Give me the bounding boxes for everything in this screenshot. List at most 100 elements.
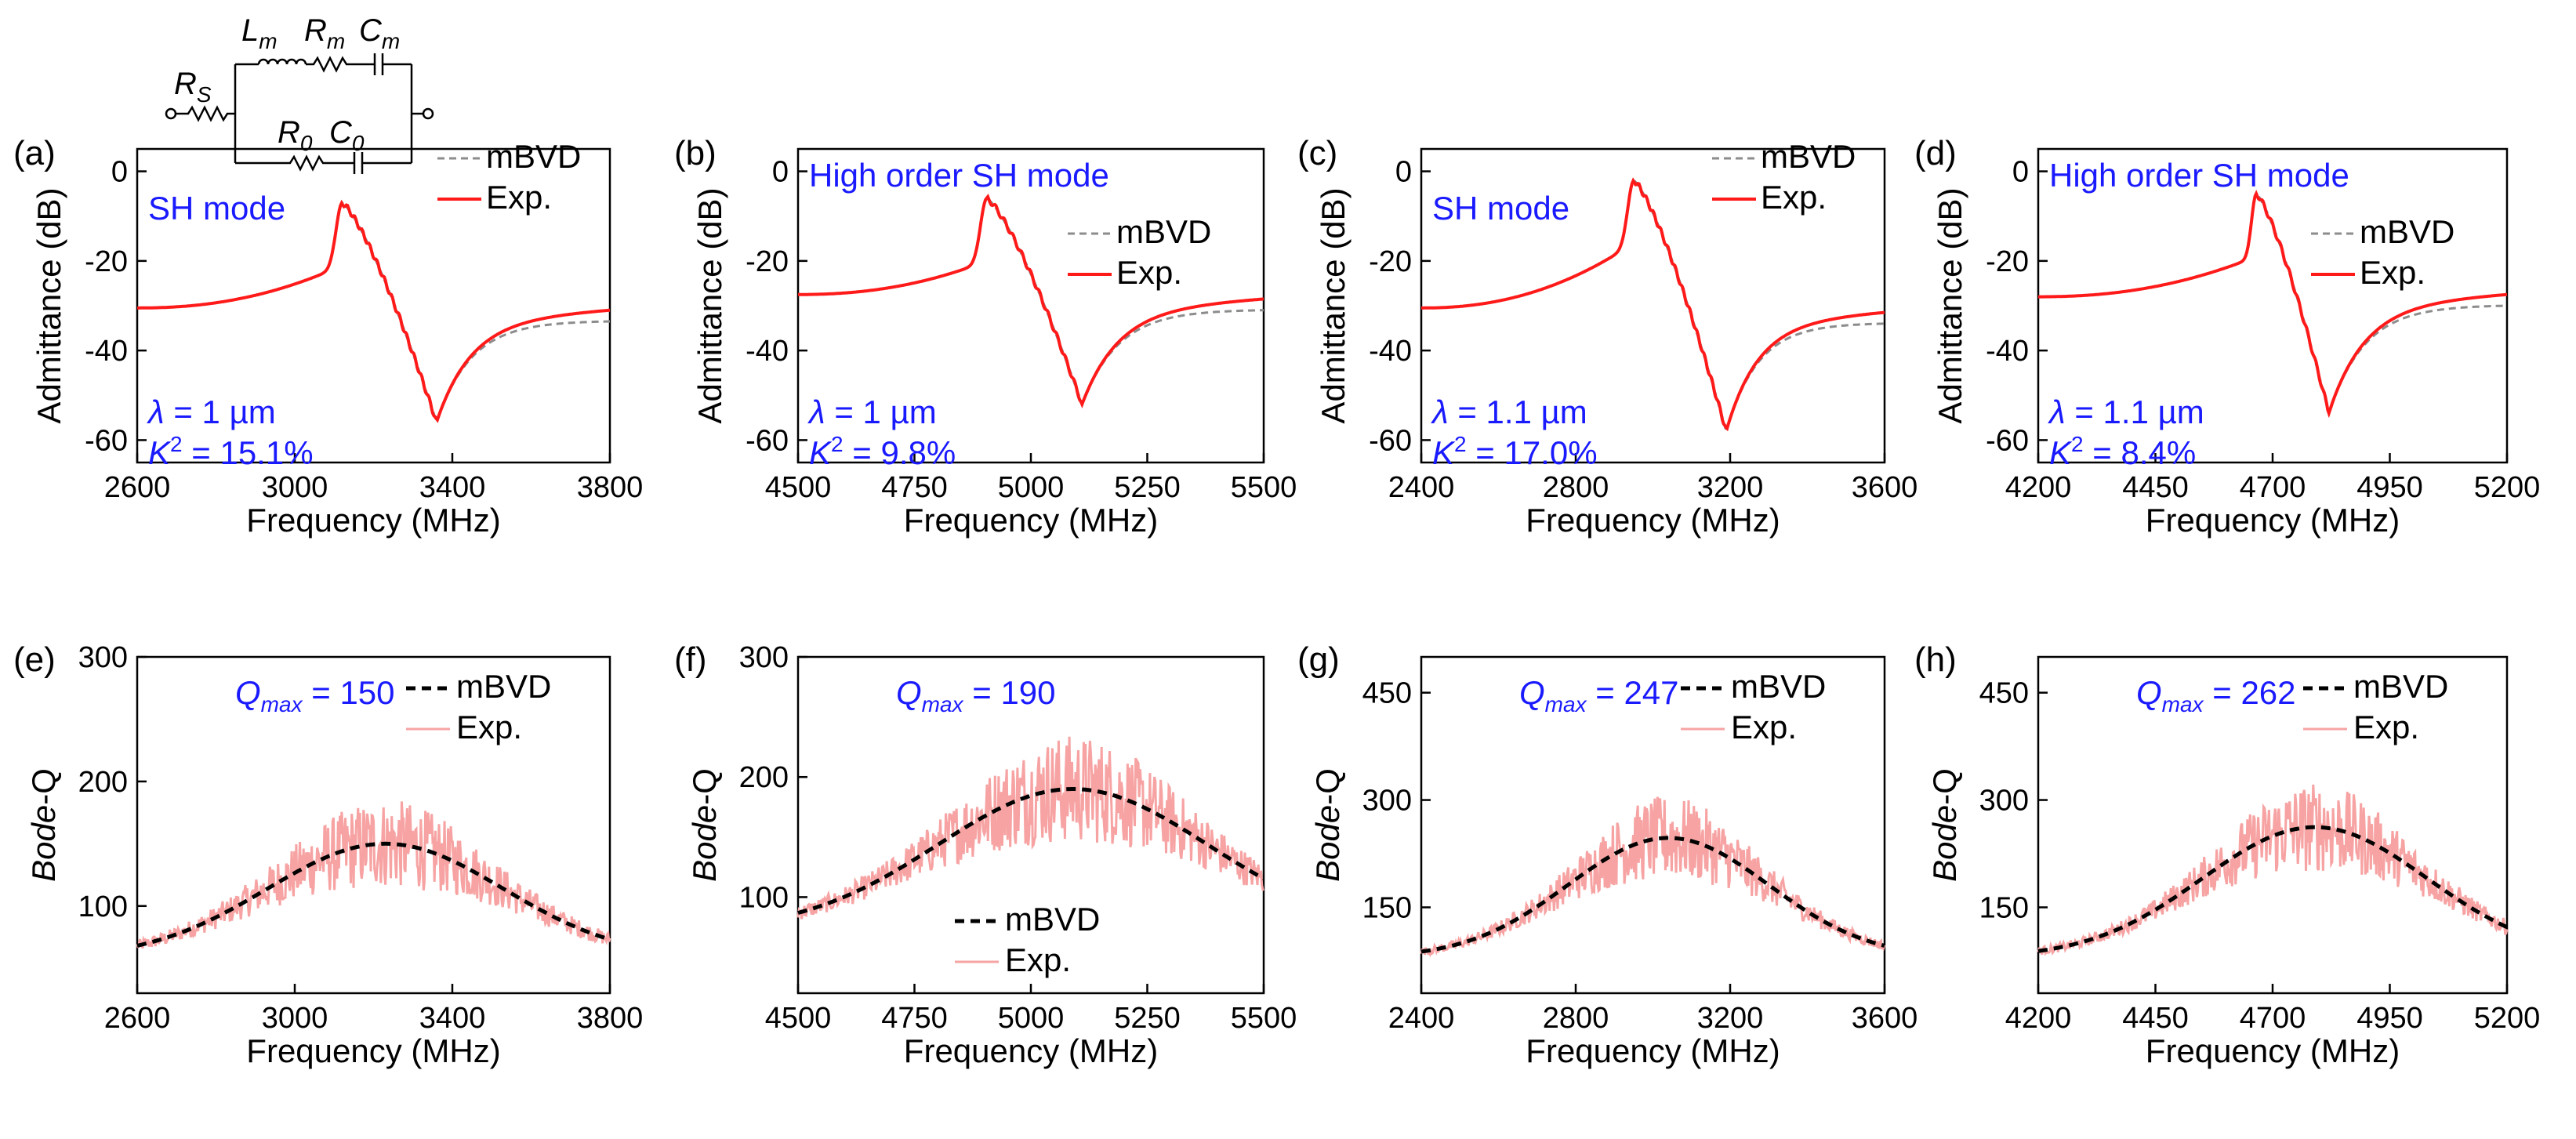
panel-e-series-mbvd [136,841,611,948]
panel-f-xtick-label: 4500 [765,1002,832,1035]
panel-h-ylabel: Bode-Q [1926,768,1963,882]
circuit-c0-capacitor [345,152,412,174]
panel-a-series-mbvd [137,201,610,423]
panel-a-ytick-label: -60 [85,424,128,457]
panel-h-xlabel: Frequency (MHz) [2146,1032,2400,1069]
panel-b-xtick-label: 5500 [1231,471,1297,504]
panel-f-ytick-label: 300 [739,641,789,674]
panel-h-legend-exp-label: Exp. [2353,709,2419,745]
panel-d-mode-title: High order SH mode [2049,157,2349,194]
panel-c-xlabel: Frequency (MHz) [1526,502,1780,539]
panel-a-ytick-label: 0 [111,156,128,189]
panel-g-ytick-label: 450 [1362,677,1412,710]
panel-e-panel: 2600 3000 3400 3800 100 200 300 Frequency (MHz)… [13,640,643,1069]
panel-g-xlabel: Frequency (MHz) [1526,1032,1780,1069]
panel-e-ytick-label: 300 [78,641,128,674]
circuit-r0-resistor [235,154,345,172]
panel-c-k2-label: K2 = 17.0% [1432,432,1598,471]
panel-c-xtick-label: 3600 [1852,471,1918,504]
panel-h-xtick-label: 5200 [2474,1002,2541,1035]
circuit-label-rm: Rm [304,13,345,53]
panel-e-xtick-label: 3800 [577,1002,644,1035]
panel-b-ytick-label: -40 [746,335,789,368]
panel-f-xlabel: Frequency (MHz) [904,1032,1158,1069]
panel-g-ytick-label: 300 [1362,785,1412,818]
circuit-schematic [165,53,434,174]
panel-g-ytick-label: 150 [1362,891,1412,924]
panel-c-legend-mbvd-label: mBVD [1761,138,1856,175]
panel-a-xtick-label: 2600 [104,471,171,504]
panel-c-xtick-label: 2800 [1543,471,1609,504]
panel-h-qmax-label: Qmax = 262 [2136,674,2296,716]
circuit-lm-inductor [257,58,307,65]
circuit-label-cm: Cm [359,13,400,53]
panel-e-qmax-label: Qmax = 150 [235,674,395,716]
panel-d-panel: 4200 4450 4700 4950 5200 0 -20 -40 -60 Frequency … [1914,134,2540,539]
circuit-rs-resistor [176,105,235,122]
circuit-terminal-right [422,107,434,120]
panel-e-xtick-label: 3000 [262,1002,328,1035]
panel-g-qmax-label: Qmax = 247 [1519,674,1679,716]
panel-e-xtick-label: 3400 [419,1002,486,1035]
panel-f-panel: 4500 4750 5000 5250 5500 100 200 300 Frequency (… [674,640,1297,1069]
panel-b-ylabel: Admittance (dB) [691,187,728,423]
panel-c-ytick-label: -60 [1369,424,1412,457]
panel-a-series-exp [137,199,611,423]
panel-h-xtick-label: 4200 [2005,1002,2072,1035]
panel-e-ytick-label: 100 [78,891,128,923]
panel-d-legend-exp-label: Exp. [2360,254,2425,291]
panel-f-ytick-label: 200 [739,761,789,794]
panel-c-xtick-label: 3200 [1697,471,1764,504]
panel-d-ylabel: Admittance (dB) [1932,187,1968,423]
panel-a-mode-title: SH mode [148,190,285,227]
panel-b-panel-letter: (b) [674,134,717,172]
circuit-label-rs: RS [174,67,212,107]
panel-g-axes-frame [1420,655,1886,995]
panel-f-panel-letter: (f) [674,640,707,679]
panel-f-series-exp [796,736,1265,920]
panel-g-panel-letter: (g) [1297,640,1340,679]
panel-c-ytick-label: -40 [1369,335,1412,368]
panel-d-legend-mbvd-label: mBVD [2360,213,2454,250]
panel-b-panel: 4500 4750 5000 5250 5500 0 -20 -40 -60 Frequency … [674,134,1297,539]
panel-f-ytick-label: 100 [739,881,789,914]
circuit-label-c0: C0 [329,115,365,155]
panel-b-xtick-label: 4500 [765,471,832,504]
panel-f-ylabel: Bode-Q [686,768,723,882]
panel-d-lambda-label: λ = 1.1 µm [2048,394,2204,430]
panel-b-k2-label: K2 = 9.8% [809,432,956,471]
panel-c-mode-title: SH mode [1432,190,1569,227]
panel-d-k2-label: K2 = 8.4% [2049,432,2196,471]
circuit-cm-capacitor [361,53,412,75]
panel-f-xtick-label: 5500 [1231,1002,1297,1035]
panel-h-panel-letter: (h) [1914,640,1957,679]
panel-h-ytick-label: 150 [1979,891,2029,924]
panel-c-panel-letter: (c) [1297,134,1337,172]
panel-g-legend-mbvd-label: mBVD [1731,668,1826,705]
panel-d-ytick-label: -60 [1986,424,2029,457]
panel-d-xtick-label: 5200 [2474,471,2541,504]
panel-g-series-mbvd [1420,836,1885,954]
panel-g-panel: 2400 2800 3200 3600 150 300 450 Frequency (MHz)… [1297,640,1917,1069]
panel-a-legend-exp-label: Exp. [486,179,552,216]
panel-b-ytick-label: 0 [772,156,789,189]
panel-d-ytick-label: 0 [2012,156,2029,189]
panel-h-ytick-label: 300 [1979,785,2029,818]
panel-e-series-exp [136,801,611,949]
panel-b-xtick-label: 5000 [998,471,1065,504]
panel-c-axes-frame [1420,147,1886,464]
panel-c-ytick-label: -20 [1369,245,1412,278]
circuit-label-lm: Lm [241,13,278,53]
panel-f-xtick-label: 4750 [881,1002,948,1035]
panel-h-series-mbvd [2037,825,2509,953]
panel-h-series-exp [2037,784,2509,956]
panel-f-legend-exp-label: Exp. [1005,941,1071,978]
panel-d-panel-letter: (d) [1914,134,1957,172]
panel-h-xtick-label: 4700 [2240,1002,2306,1035]
panel-e-xlabel: Frequency (MHz) [246,1032,500,1069]
circuit-label-r0: R0 [278,115,313,155]
panel-g-xtick-label: 2400 [1388,1002,1455,1035]
panel-c-legend-exp-label: Exp. [1761,179,1827,216]
panel-g-xtick-label: 3200 [1697,1002,1764,1035]
panel-f-qmax-label: Qmax = 190 [896,674,1056,716]
